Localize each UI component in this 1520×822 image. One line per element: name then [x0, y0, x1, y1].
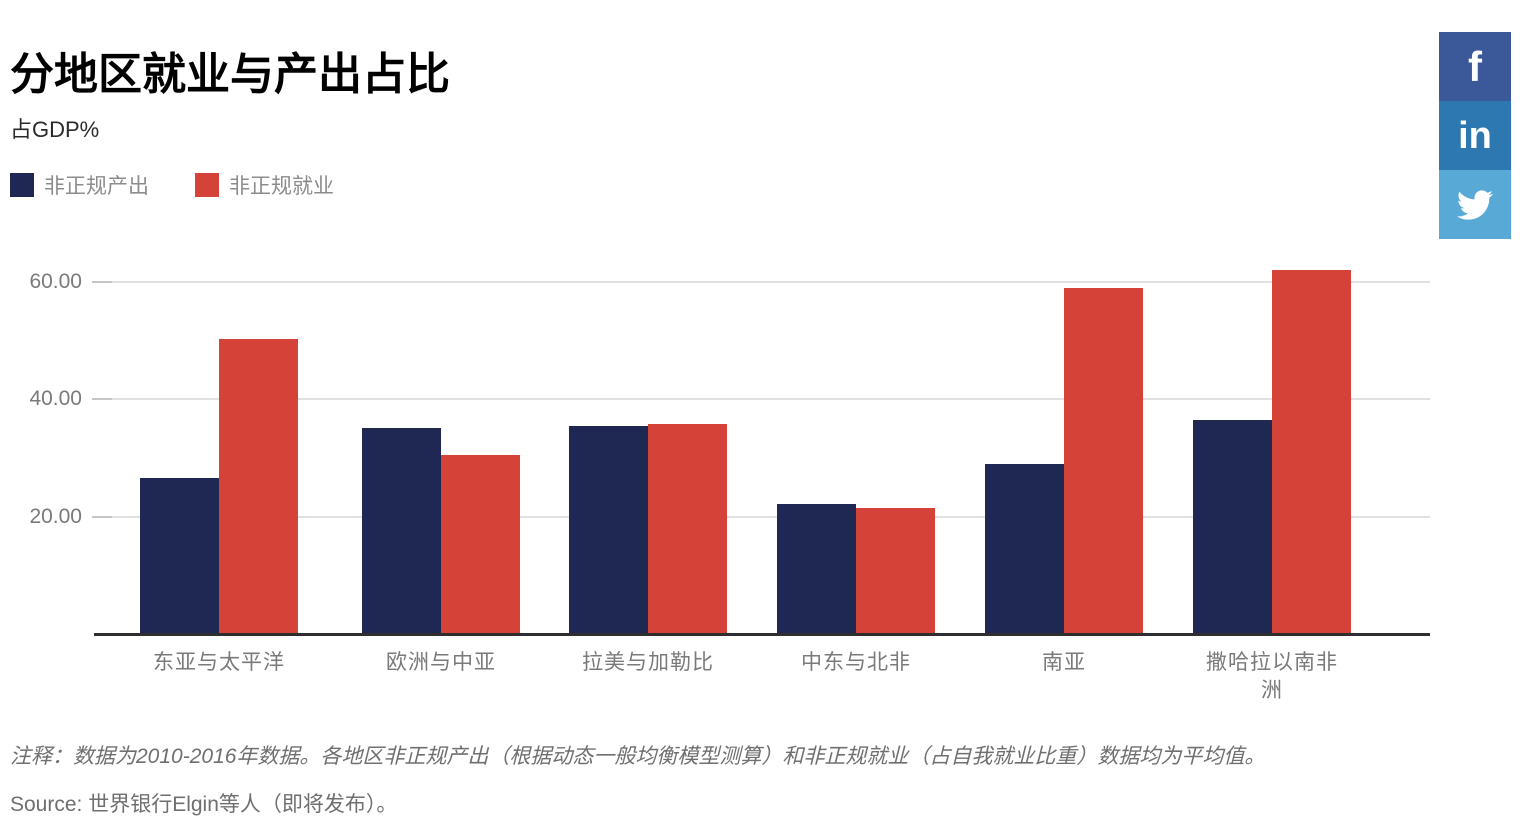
- x-axis-line: [94, 633, 1430, 636]
- bar-informal-output: [1193, 420, 1272, 634]
- y-axis-label: 40.00: [29, 387, 82, 410]
- bar-informal-employment: [219, 339, 298, 634]
- bar-informal-employment: [648, 423, 727, 634]
- bar-informal-employment: [1272, 269, 1351, 634]
- x-axis-label: 欧洲与中亚: [386, 651, 496, 674]
- x-axis-label: 东亚与太平洋: [153, 651, 285, 674]
- legend-label-employment: 非正规就业: [229, 175, 334, 198]
- chart-source: Source: 世界银行Elgin等人（即将发布）。: [10, 793, 398, 816]
- bar-informal-output: [569, 426, 648, 634]
- bar-chart: 20.00 40.00 60.00 东亚与太平洋 欧洲与中亚 拉美与加勒比 中东与北非 南亚 撒…: [29, 240, 1430, 702]
- facebook-share-button[interactable]: f: [1439, 32, 1511, 101]
- page-title: 分地区就业与产出占比: [10, 50, 450, 99]
- gridline: [94, 398, 1430, 400]
- twitter-icon: [1457, 189, 1494, 220]
- x-axis-label: 拉美与加勒比: [582, 651, 714, 674]
- gridline: [94, 280, 1430, 283]
- twitter-share-button[interactable]: [1439, 170, 1511, 239]
- x-axis-label: 南亚: [1042, 651, 1086, 674]
- legend: 非正规产出 非正规就业: [10, 170, 334, 200]
- bar-informal-employment: [856, 507, 935, 634]
- legend-swatch-output: [10, 173, 34, 197]
- linkedin-share-button[interactable]: in: [1439, 101, 1511, 170]
- chart-note: 注释：数据为2010-2016年数据。各地区非正规产出（根据动态一般均衡模型测算…: [10, 745, 1266, 768]
- legend-item-employment: 非正规就业: [195, 170, 334, 200]
- legend-item-output: 非正规产出: [10, 170, 149, 200]
- y-axis-tick: [92, 515, 112, 518]
- y-axis-label: 60.00: [29, 269, 82, 293]
- x-axis-label: 中东与北非: [801, 651, 911, 674]
- bar-informal-output: [777, 503, 856, 634]
- bar-informal-employment: [441, 455, 520, 634]
- y-axis-tick: [92, 398, 112, 400]
- legend-swatch-employment: [195, 173, 219, 197]
- y-axis-tick: [92, 280, 112, 283]
- bar-informal-output: [362, 427, 441, 634]
- legend-label-output: 非正规产出: [44, 175, 149, 198]
- x-axis-label: 撒哈拉以南非洲: [1206, 651, 1338, 703]
- chart-subtitle: 占GDP%: [10, 117, 100, 142]
- facebook-icon: f: [1468, 42, 1482, 90]
- gridline: [94, 515, 1430, 518]
- bar-informal-employment: [1064, 287, 1143, 634]
- bar-informal-output: [140, 477, 219, 634]
- y-axis-label: 20.00: [29, 504, 82, 528]
- linkedin-icon: in: [1458, 114, 1492, 157]
- bar-informal-output: [985, 463, 1064, 634]
- social-share-bar: f in: [1439, 32, 1511, 239]
